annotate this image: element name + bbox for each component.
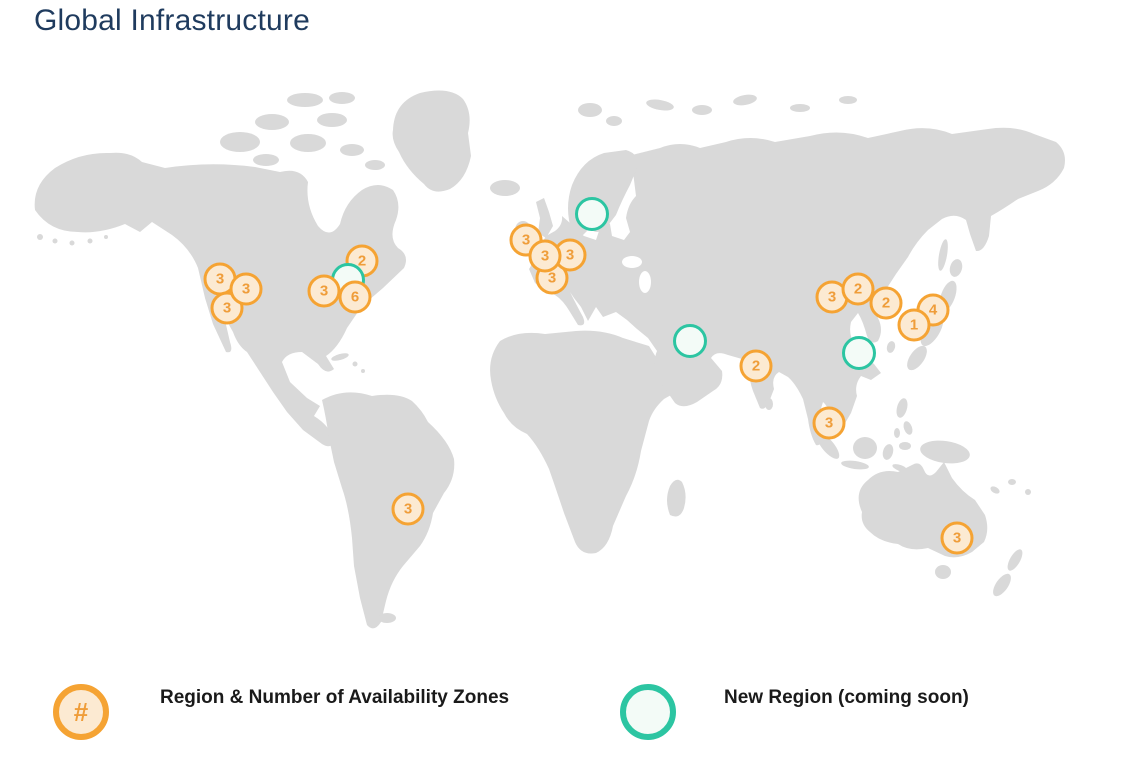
region-marker: 2 [869,286,903,320]
continent-africa [490,330,686,554]
new-region-marker [575,197,609,231]
region-marker: 3 [812,406,846,440]
continent-south-america [322,392,455,629]
region-marker: 2 [739,349,773,383]
region-marker: 3 [391,492,425,526]
new-region-marker [673,324,707,358]
page-title: Global Infrastructure [34,4,310,37]
region-marker: 3 [307,274,341,308]
region-marker: 2 [841,272,875,306]
region-marker: 3 [229,272,263,306]
region-marker: 3 [940,521,974,555]
region-marker: 1 [897,308,931,342]
region-marker: 3 [528,239,562,273]
southeast-asia-islands [816,433,970,472]
region-marker: 6 [338,280,372,314]
new-region-marker [842,336,876,370]
greenland-iceland [392,90,520,196]
region-marker: 3 [210,291,244,325]
